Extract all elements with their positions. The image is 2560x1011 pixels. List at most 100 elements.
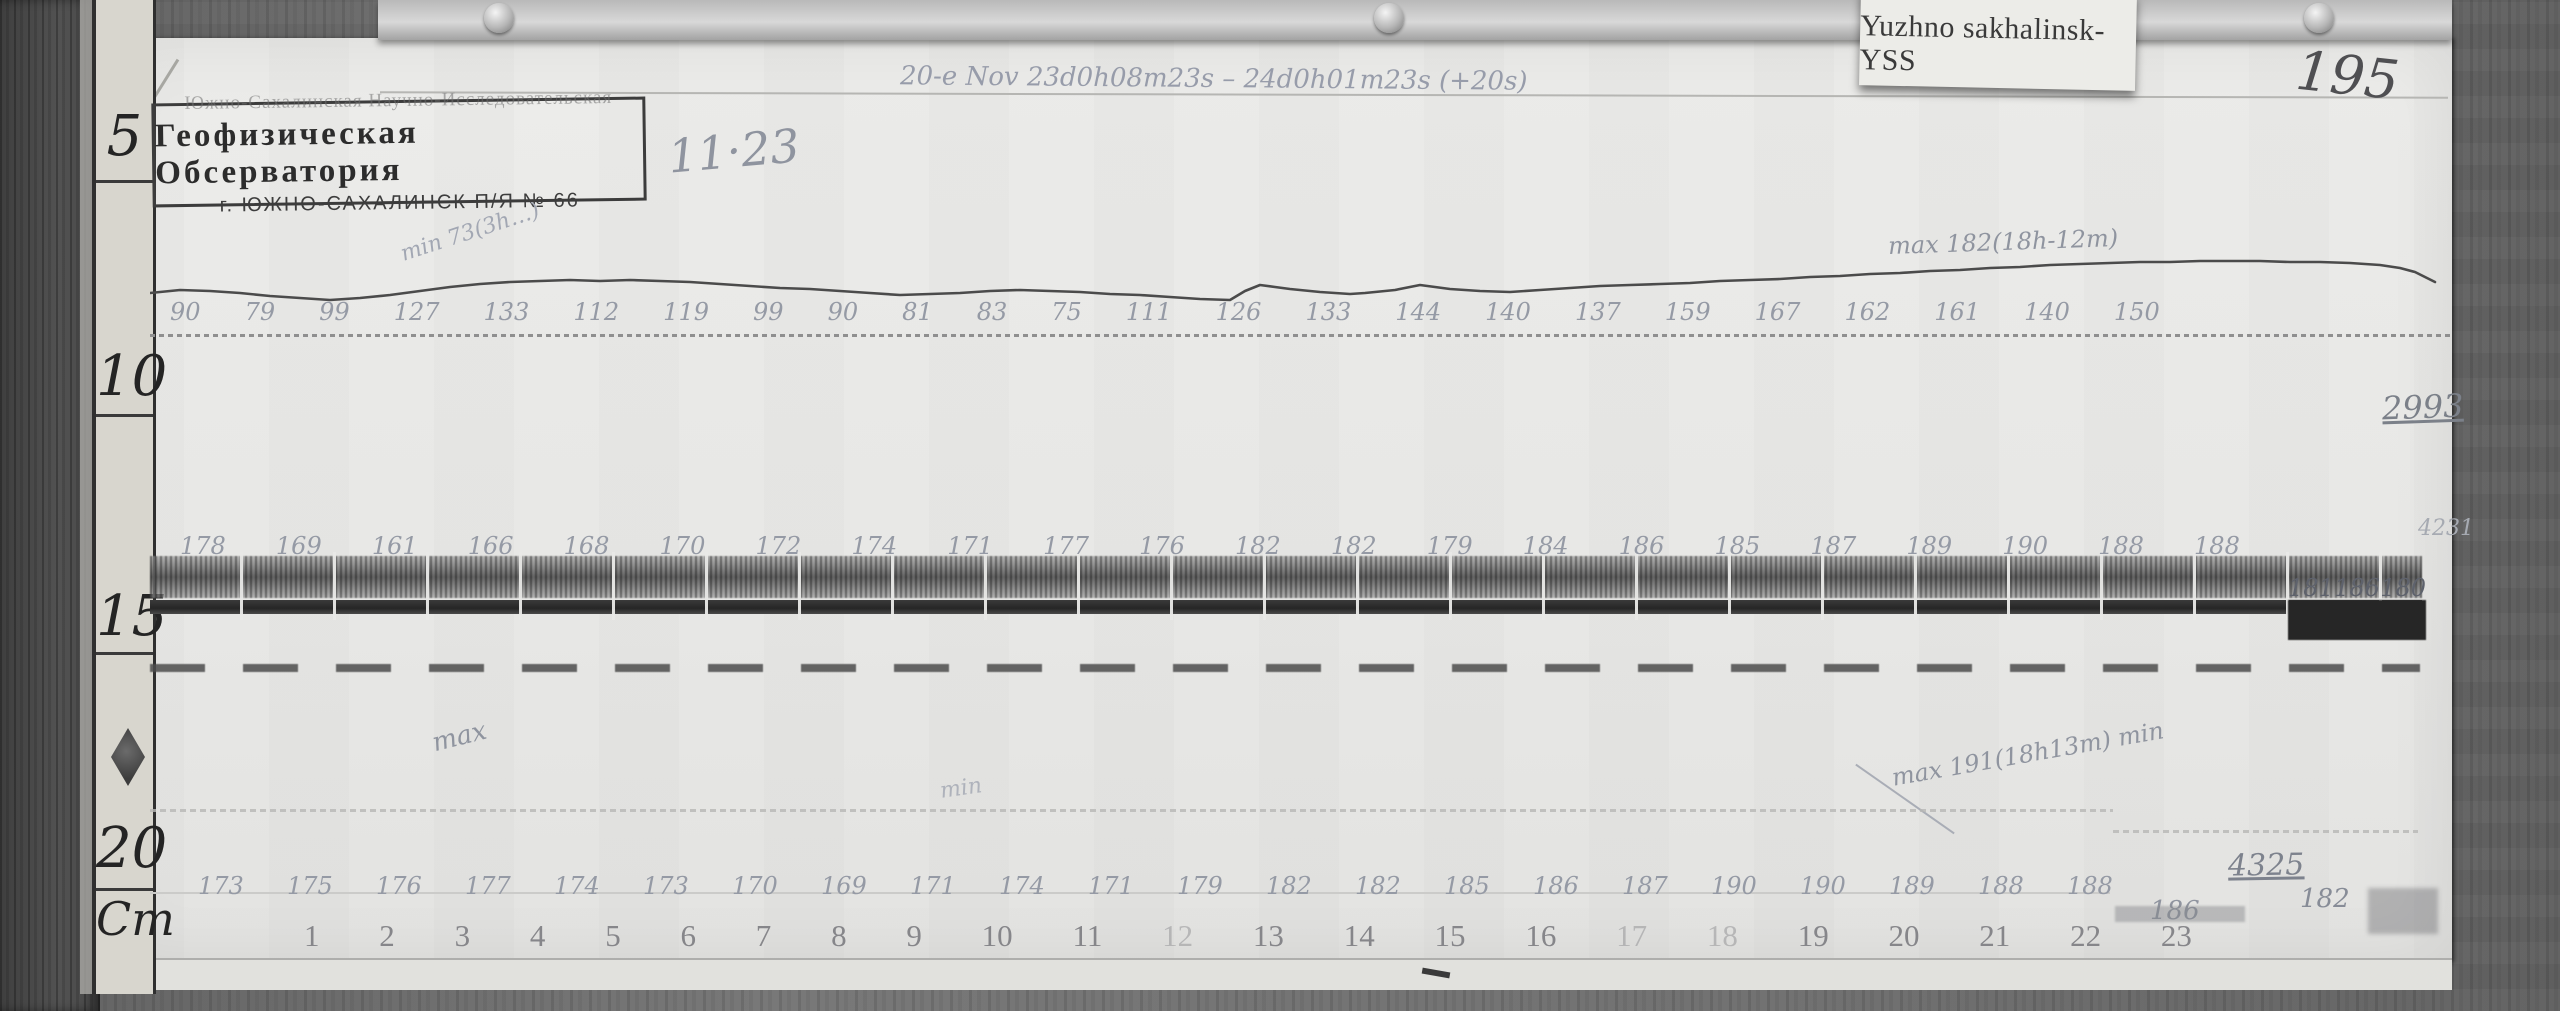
hour-value: 178 bbox=[180, 532, 226, 560]
hour-value: 140 bbox=[1485, 298, 1531, 326]
trace-smudge bbox=[2368, 888, 2438, 934]
ruler-tick-line bbox=[96, 414, 153, 417]
hour-value: 171 bbox=[947, 532, 994, 560]
hour-value: 175 bbox=[287, 872, 333, 900]
screw-icon bbox=[2304, 3, 2334, 33]
hour-value: 179 bbox=[1177, 872, 1223, 900]
ruler-tick-line bbox=[96, 888, 153, 891]
hour-value: 133 bbox=[1305, 298, 1352, 326]
handwritten-date-code: 11·23 bbox=[665, 118, 802, 184]
hour-value: 188 bbox=[1978, 872, 2024, 900]
hour-label: 6 bbox=[680, 918, 696, 953]
hour-value: 173 bbox=[643, 872, 689, 900]
hour-value: 186 bbox=[1618, 532, 1665, 560]
hour-value: 171 bbox=[1088, 872, 1134, 900]
hour-label: 1 bbox=[304, 918, 320, 953]
ruler-mark-10: 10 bbox=[96, 344, 168, 409]
hour-label: 7 bbox=[755, 918, 772, 953]
hour-value: 150 bbox=[2113, 298, 2160, 326]
hourly-values-row-band: 178 169 161 166 168 170 172 174 171 177 176 182 182 1… bbox=[180, 532, 2240, 560]
value-182: 182 bbox=[2300, 884, 2350, 914]
band-hour-ticks bbox=[150, 552, 2422, 620]
hour-value: 140 bbox=[2024, 298, 2070, 326]
ruler-mark-20: 20 bbox=[96, 816, 168, 881]
stamp-institute-line: Южно-Сахалинская Научно-Исследовательска… bbox=[184, 86, 613, 114]
top-wavy-trace bbox=[150, 259, 2437, 302]
hour-value: 182 bbox=[1330, 532, 1377, 560]
hour-label: 8 bbox=[831, 918, 847, 953]
dense-trace-band bbox=[150, 552, 2422, 620]
dashed-trace-line bbox=[150, 664, 2420, 672]
hour-value: 111 bbox=[1125, 298, 1172, 326]
hour-label: 20 bbox=[1888, 918, 1920, 953]
hour-value: 185 bbox=[1444, 872, 1490, 900]
hour-label: 13 bbox=[1252, 918, 1284, 953]
hour-label: 18 bbox=[1706, 918, 1738, 953]
band-right-values: 181 186 180 bbox=[2288, 574, 2426, 602]
hour-value: 119 bbox=[663, 298, 709, 326]
hour-value: 171 bbox=[910, 872, 956, 900]
hour-value: 161 bbox=[1934, 298, 1981, 326]
ruler-tick-line bbox=[96, 180, 153, 183]
hour-value: 174 bbox=[554, 872, 600, 900]
hour-value: 169 bbox=[275, 532, 322, 560]
hour-value: 190 bbox=[2002, 532, 2049, 560]
hour-label: 3 bbox=[454, 918, 471, 953]
ruler-tick-line bbox=[96, 652, 153, 655]
hour-value: 161 bbox=[371, 532, 418, 560]
hour-value: 169 bbox=[821, 872, 867, 900]
hour-value: 179 bbox=[1426, 532, 1473, 560]
hour-value: 167 bbox=[1754, 298, 1801, 326]
hour-value: 81 bbox=[902, 298, 933, 326]
header-time-annotation: 20-e Nov 23d0h08m23s – 24d0h01m23s (+20s… bbox=[899, 61, 1528, 97]
hour-value: 176 bbox=[376, 872, 422, 900]
hour-value: 162 bbox=[1844, 298, 1891, 326]
hour-value: 75 bbox=[1051, 298, 1082, 326]
faint-trace-line bbox=[150, 809, 2113, 812]
hour-value: 144 bbox=[1395, 298, 1442, 326]
screw-icon bbox=[1374, 3, 1404, 33]
hour-label: 21 bbox=[1979, 918, 2011, 953]
hour-label: 19 bbox=[1797, 918, 1829, 953]
centimeter-ruler: 5 10 15 20 Cm bbox=[92, 0, 175, 994]
hour-value: 188 bbox=[2194, 532, 2240, 560]
observatory-stamp: Южно-Сахалинская Научно-Исследовательска… bbox=[151, 87, 647, 216]
timing-dotted-line bbox=[150, 334, 2450, 337]
hour-label: 5 bbox=[605, 918, 621, 953]
band-right-dark-segment bbox=[2288, 600, 2426, 640]
hour-value: 177 bbox=[465, 872, 511, 900]
stamp-observatory-line: Геофизическая Обсерватория bbox=[154, 114, 419, 191]
hour-value: 173 bbox=[198, 872, 244, 900]
hour-label: 2 bbox=[379, 918, 395, 953]
hour-label: 14 bbox=[1343, 918, 1375, 953]
hour-value: 133 bbox=[483, 298, 530, 326]
sum-number-2993: 2993 bbox=[2381, 386, 2465, 428]
hour-value: 166 bbox=[467, 532, 514, 560]
hour-value: 177 bbox=[1043, 532, 1089, 560]
hour-value: 187 bbox=[1810, 532, 1857, 560]
screw-icon bbox=[484, 3, 514, 33]
faint-number-4231: 4231 bbox=[2418, 516, 2474, 541]
hour-value: 185 bbox=[1714, 532, 1761, 560]
hour-value: 186 bbox=[1533, 872, 1579, 900]
hour-label: 4 bbox=[529, 918, 546, 953]
hour-label: 17 bbox=[1616, 918, 1648, 953]
diamond-icon bbox=[111, 728, 145, 786]
hour-value: 90 bbox=[170, 298, 201, 326]
hour-value: 170 bbox=[659, 532, 706, 560]
baseline-rule bbox=[150, 892, 2110, 894]
hour-value: 174 bbox=[999, 872, 1045, 900]
hourly-values-row-bottom: 173 175 176 177 174 173 170 169 171 174 171 179 182 1… bbox=[198, 872, 2113, 900]
hour-value: 170 bbox=[732, 872, 778, 900]
hour-value: 184 bbox=[1522, 532, 1569, 560]
hour-value: 189 bbox=[1889, 872, 1935, 900]
hour-value: 182 bbox=[1234, 532, 1281, 560]
hour-value: 182 bbox=[1266, 872, 1312, 900]
faint-trace-step-segment bbox=[2113, 830, 2418, 833]
page-number: 195 bbox=[2292, 38, 2403, 113]
hour-value: 112 bbox=[573, 298, 620, 326]
hour-value: 189 bbox=[1906, 532, 1953, 560]
chart-paper-sheet bbox=[104, 38, 2452, 962]
hour-value: 172 bbox=[755, 532, 802, 560]
